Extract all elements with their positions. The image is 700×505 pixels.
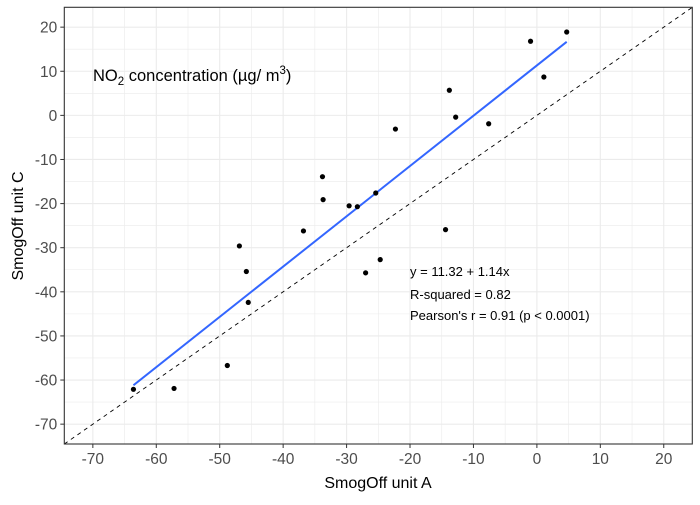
- data-point: [442, 227, 449, 233]
- panel-border: [63, 6, 693, 445]
- data-point: [243, 268, 249, 275]
- points: [130, 29, 570, 392]
- data-point: [373, 190, 379, 196]
- data-point: [392, 126, 399, 132]
- x-tick-label: -20: [399, 451, 422, 468]
- data-point: [319, 174, 326, 180]
- data-point: [541, 74, 547, 80]
- y-tick-label: -30: [35, 240, 58, 257]
- y-tick-label: -60: [35, 373, 58, 390]
- data-point: [377, 257, 383, 263]
- x-tick-label: -50: [209, 451, 232, 468]
- y-tick-label: -10: [35, 152, 58, 169]
- data-point: [320, 197, 326, 203]
- data-point: [300, 228, 307, 234]
- data-point: [363, 270, 369, 276]
- x-tick-label: 0: [533, 451, 542, 468]
- y-tick-label: 20: [40, 20, 58, 37]
- x-tick-label: 20: [655, 451, 673, 468]
- data-point: [446, 87, 452, 93]
- regression-line: [132, 41, 568, 387]
- y-tick-label: -70: [35, 417, 58, 434]
- y-tick-label: 10: [40, 64, 58, 81]
- data-point: [527, 38, 534, 44]
- x-tick-label: -30: [335, 451, 358, 468]
- grid: [64, 7, 693, 444]
- x-tick-label: -10: [462, 451, 485, 468]
- y-tick-label: 0: [49, 108, 58, 125]
- x-tick-label: 10: [592, 451, 610, 468]
- data-point: [453, 114, 459, 120]
- data-point: [346, 203, 352, 209]
- annotation-r-squared: R-squared = 0.82: [410, 287, 511, 302]
- y-tick-label: -20: [35, 196, 58, 213]
- x-axis-label: SmogOff unit A: [324, 475, 432, 492]
- annotation-equation: y = 11.32 + 1.14x: [410, 264, 510, 279]
- y-tick-label: -50: [35, 328, 58, 345]
- y-tick-label: -40: [35, 284, 58, 301]
- data-point: [564, 29, 570, 35]
- regression-line-group: [132, 41, 568, 387]
- x-tick-label: -70: [82, 451, 105, 468]
- axis-ticks: -70 -60 -50 -40 -30 -20 -10 0 10 20 -70 -60 -50 -40 -3…: [35, 20, 673, 468]
- data-point: [245, 299, 251, 306]
- data-point: [354, 204, 360, 210]
- data-point: [171, 385, 177, 392]
- x-tick-label: -40: [272, 451, 295, 468]
- data-point: [224, 362, 230, 369]
- data-point: [130, 386, 137, 392]
- chart-title: NO2 concentration (µg/ m3): [93, 65, 291, 88]
- data-point: [486, 121, 492, 127]
- x-tick-label: -60: [145, 451, 168, 468]
- y-axis-label: SmogOff unit C: [10, 171, 27, 280]
- data-point: [236, 243, 242, 249]
- annotation-pearson: Pearson's r = 0.91 (p < 0.0001): [410, 308, 590, 323]
